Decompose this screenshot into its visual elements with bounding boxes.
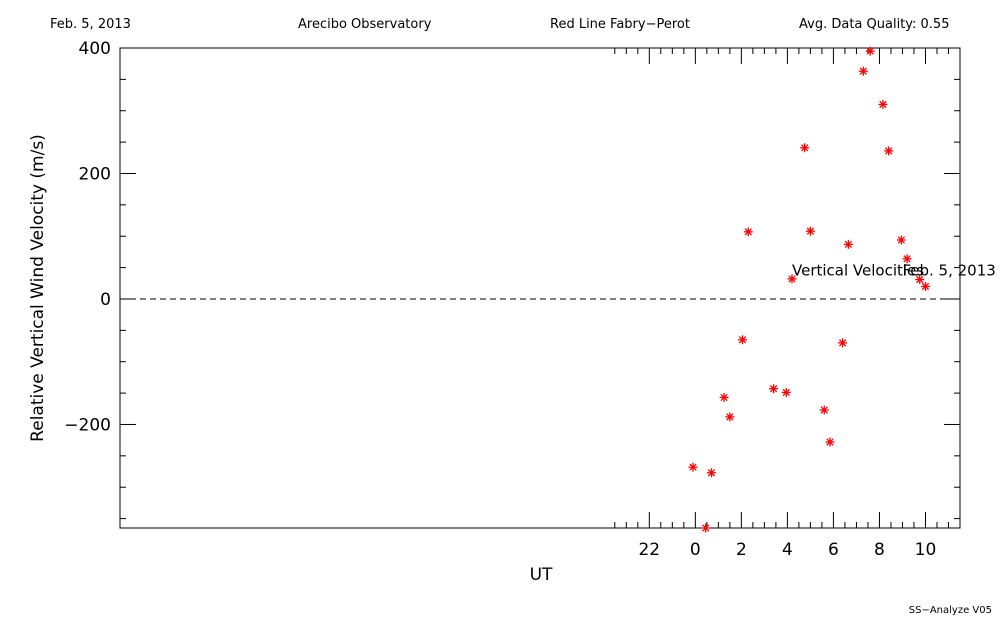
data-point (915, 275, 925, 285)
x-tick-label: 2 (736, 540, 747, 560)
data-point (781, 387, 791, 397)
data-point (719, 392, 729, 402)
data-point (688, 462, 698, 472)
data-point (787, 274, 797, 284)
data-point (769, 384, 779, 394)
data-point (706, 468, 716, 478)
data-point (920, 281, 930, 291)
chart-annotation: Feb. 5, 2013 (902, 261, 995, 279)
data-point (843, 239, 853, 249)
x-axis-label: UT (530, 565, 553, 585)
data-point (902, 254, 912, 264)
data-point (838, 338, 848, 348)
data-point (701, 523, 711, 533)
x-axis-ticks: 22 0 2 4 6 8 10 (614, 48, 961, 560)
data-point (725, 412, 735, 422)
data-point (805, 226, 815, 236)
data-point (819, 405, 829, 415)
header-date: Feb. 5, 2013 (50, 17, 131, 32)
data-point (743, 227, 753, 237)
y-tick-label: 200 (79, 164, 111, 184)
header-quality: Avg. Data Quality: 0.55 (799, 17, 950, 32)
x-tick-label: 8 (874, 540, 885, 560)
data-points (688, 46, 930, 533)
header-instrument: Red Line Fabry−Perot (550, 17, 690, 32)
data-point (884, 146, 894, 156)
y-axis-label: Relative Vertical Wind Velocity (m/s) (28, 134, 48, 442)
x-tick-label: 4 (782, 540, 793, 560)
data-point (825, 437, 835, 447)
y-tick-label: 400 (79, 39, 111, 59)
x-tick-label: 6 (828, 540, 839, 560)
data-point (865, 46, 875, 56)
plot-frame (119, 47, 961, 529)
y-axis-ticks: −200 0 200 400 (64, 39, 960, 435)
data-point (738, 335, 748, 345)
y-tick-label: −200 (64, 415, 111, 435)
data-point (800, 143, 810, 153)
data-point (878, 99, 888, 109)
x-tick-label: 0 (690, 540, 701, 560)
x-tick-label: 10 (915, 540, 937, 560)
data-point (858, 66, 868, 76)
y-minor-ticks (120, 78, 960, 520)
x-tick-label: 22 (638, 540, 660, 560)
data-point (896, 235, 906, 245)
header-site: Arecibo Observatory (298, 17, 432, 32)
y-tick-label: 0 (100, 290, 111, 310)
chart-annotation: Vertical Velocities (792, 261, 924, 279)
footer-label: SS−Analyze V05 (908, 605, 992, 616)
